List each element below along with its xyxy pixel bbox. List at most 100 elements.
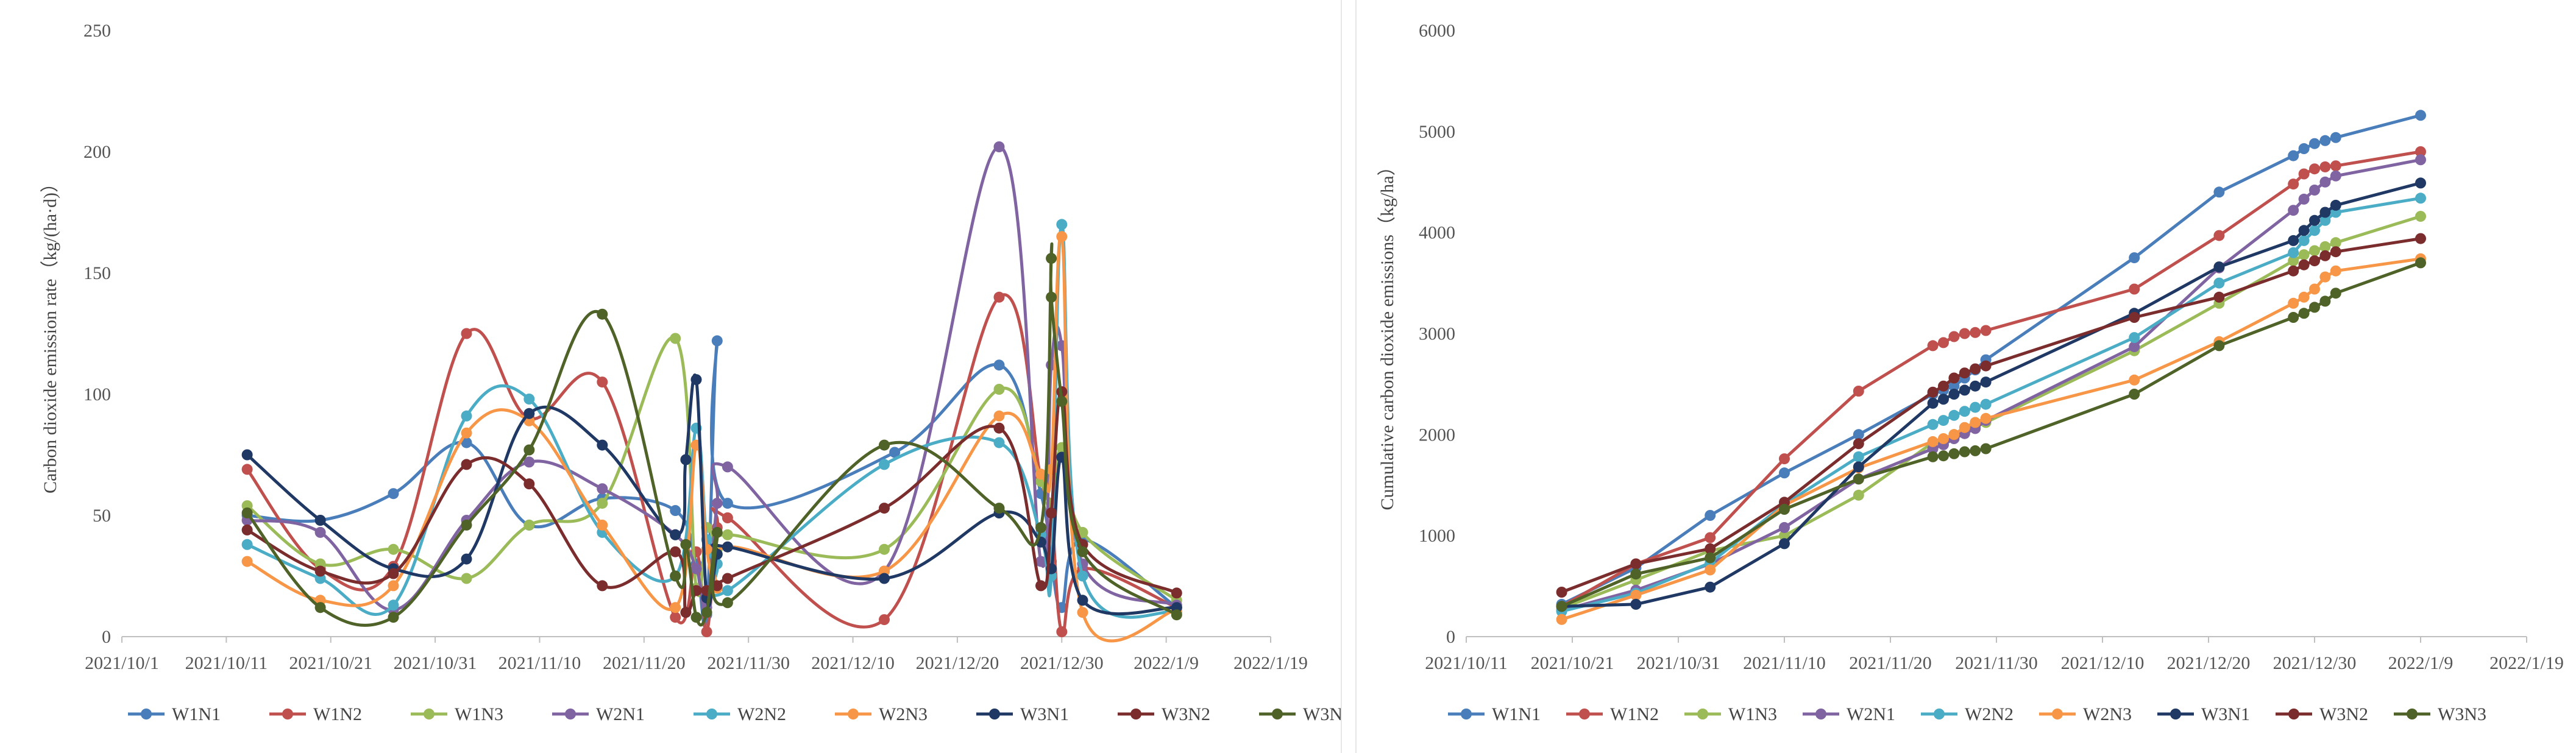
data-point-w3n2 — [2213, 291, 2225, 303]
legend-label-w2n1: W2N1 — [596, 704, 645, 724]
legend-marker-w1n2 — [282, 709, 293, 719]
x-tick-label: 2021/12/10 — [811, 653, 895, 673]
x-tick-label: 2021/12/20 — [2167, 653, 2251, 673]
x-tick-label: 2021/10/31 — [394, 653, 477, 673]
legend-label-w1n2: W1N2 — [313, 704, 362, 724]
data-point-w2n3 — [1705, 564, 1716, 576]
series-line-w2n1 — [1561, 158, 2421, 612]
data-point-w2n1 — [690, 563, 702, 574]
data-point-w3n1 — [670, 529, 681, 540]
data-point-w1n3 — [722, 529, 733, 540]
data-point-w3n2 — [1970, 363, 1981, 375]
data-point-w3n2 — [1938, 380, 1949, 392]
data-point-w3n2 — [1705, 543, 1716, 554]
y-tick-label: 200 — [83, 142, 111, 162]
data-point-w1n1 — [1705, 510, 1716, 521]
data-point-w3n2 — [1630, 558, 1642, 570]
data-point-w1n3 — [461, 573, 472, 584]
data-point-w1n3 — [2298, 249, 2310, 261]
legend-marker-w2n1 — [565, 709, 576, 719]
data-point-w2n1 — [722, 461, 733, 473]
data-point-w1n2 — [1948, 331, 1960, 342]
data-point-w2n1 — [597, 483, 608, 495]
legend-label-w1n1: W1N1 — [172, 704, 221, 724]
data-point-w2n3 — [1077, 607, 1088, 618]
data-point-w2n2 — [388, 599, 399, 611]
legend-marker-w1n1 — [141, 709, 152, 719]
data-point-w3n1 — [314, 515, 326, 526]
data-point-w3n3 — [2415, 257, 2426, 269]
data-point-w2n3 — [2298, 291, 2310, 303]
data-point-w2n1 — [2319, 176, 2331, 188]
data-point-w3n1 — [1980, 376, 1992, 388]
data-point-w3n3 — [1630, 568, 1642, 580]
legend-marker-w2n3 — [848, 709, 859, 719]
data-point-w2n3 — [2309, 283, 2320, 295]
data-point-w2n1 — [2415, 154, 2426, 166]
data-point-w3n3 — [1779, 504, 1790, 515]
data-point-w3n3 — [1171, 609, 1182, 621]
data-point-w3n2 — [1948, 372, 1960, 384]
data-point-w3n1 — [1853, 461, 1864, 473]
legend-marker-w3n3 — [2407, 709, 2418, 719]
data-point-w2n3 — [670, 602, 681, 613]
x-tick-label: 2021/11/30 — [1955, 653, 2038, 673]
legend-marker-w3n2 — [1130, 709, 1141, 719]
x-tick-label: 2021/10/11 — [1425, 653, 1508, 673]
data-point-w2n1 — [2298, 193, 2310, 205]
data-point-w3n3 — [1959, 446, 1970, 458]
data-point-w2n3 — [993, 410, 1005, 422]
data-point-w3n3 — [1046, 253, 1057, 264]
data-point-w3n1 — [523, 408, 535, 419]
data-point-w3n3 — [2213, 340, 2225, 352]
data-point-w1n1 — [2330, 132, 2341, 143]
data-point-w3n3 — [597, 308, 608, 320]
data-point-w1n2 — [1970, 327, 1981, 338]
data-point-w3n1 — [1948, 389, 1960, 400]
data-point-w3n2 — [680, 607, 692, 618]
data-point-w2n3 — [1980, 412, 1992, 424]
data-point-w3n3 — [388, 612, 399, 623]
legend-marker-w2n2 — [1934, 709, 1945, 719]
y-tick-label: 4000 — [1419, 223, 1455, 243]
data-point-w2n3 — [1970, 417, 1981, 428]
data-point-w3n1 — [1779, 538, 1790, 550]
data-point-w2n2 — [1970, 401, 1981, 413]
data-point-w1n1 — [711, 335, 723, 347]
data-point-w1n2 — [1959, 328, 1970, 339]
data-point-w2n2 — [1959, 406, 1970, 417]
legend-marker-w2n3 — [2052, 709, 2063, 719]
data-point-w1n2 — [1853, 386, 1864, 397]
data-point-w1n3 — [2309, 245, 2320, 256]
legend-label-w1n2: W1N2 — [1610, 704, 1659, 724]
data-point-w3n3 — [2298, 308, 2310, 319]
data-point-w3n3 — [722, 597, 733, 609]
data-point-w3n1 — [722, 541, 733, 553]
data-point-w3n1 — [2288, 235, 2299, 246]
legend-marker-w2n1 — [1815, 709, 1826, 719]
x-tick-label: 2021/11/20 — [1849, 653, 1932, 673]
x-tick-label: 2021/12/30 — [2273, 653, 2357, 673]
data-point-w3n2 — [2330, 246, 2341, 258]
data-point-w3n1 — [461, 553, 472, 565]
data-point-w3n3 — [1938, 450, 1949, 462]
data-point-w3n2 — [388, 568, 399, 579]
data-point-w1n2 — [2309, 163, 2320, 175]
y-tick-label: 2000 — [1419, 425, 1455, 445]
data-point-w3n3 — [879, 439, 890, 451]
data-point-w3n2 — [2309, 255, 2320, 267]
data-point-w3n3 — [2288, 312, 2299, 323]
x-tick-label: 2021/11/10 — [499, 653, 581, 673]
data-point-w1n3 — [523, 519, 535, 531]
legend-label-w3n1: W3N1 — [1020, 704, 1069, 724]
data-point-w1n3 — [2415, 211, 2426, 222]
data-point-w2n3 — [2129, 374, 2140, 386]
data-point-w3n3 — [1046, 291, 1057, 303]
legend-label-w3n2: W3N2 — [2319, 704, 2368, 724]
data-point-w1n2 — [2213, 230, 2225, 241]
data-point-w3n2 — [1556, 587, 1567, 598]
data-point-w3n1 — [1959, 384, 1970, 396]
data-point-w1n3 — [879, 543, 890, 555]
data-point-w2n1 — [2129, 341, 2140, 353]
data-point-w2n3 — [597, 519, 608, 531]
